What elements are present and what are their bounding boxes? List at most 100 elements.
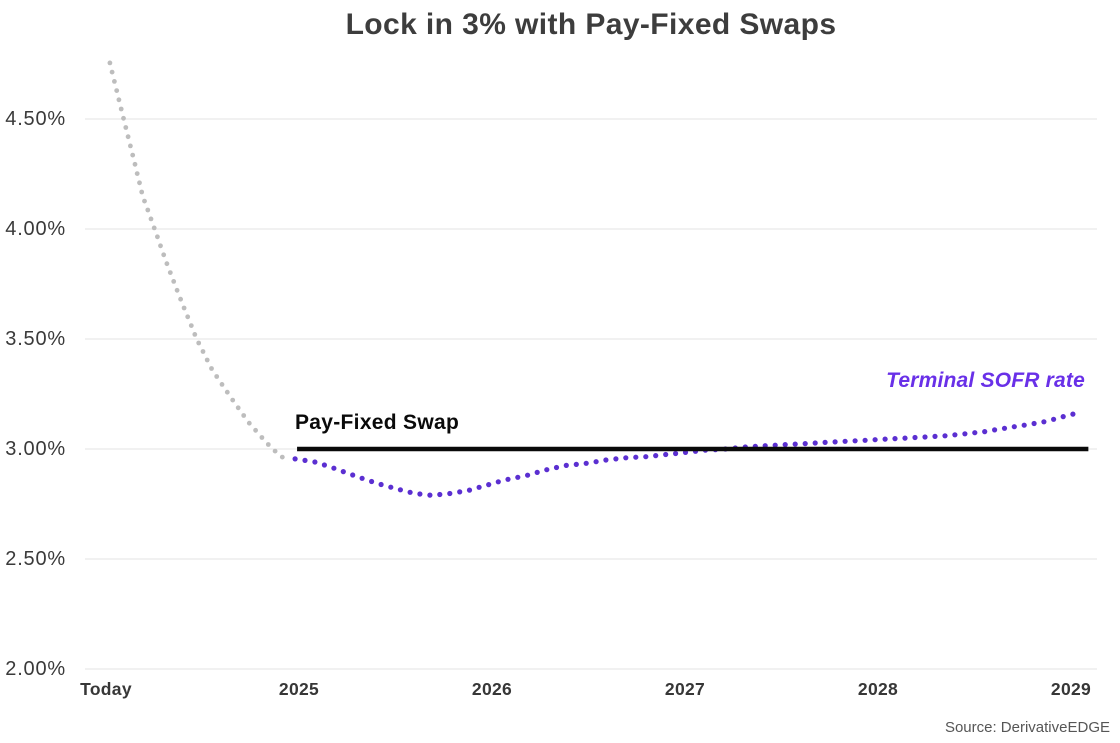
x-tick-label: Today [80, 679, 132, 699]
data-dot [573, 461, 579, 467]
y-tick-label: 4.50% [5, 108, 66, 130]
data-dot [1031, 420, 1037, 427]
data-dot [302, 457, 308, 463]
data-dot [922, 434, 928, 440]
data-dot [1051, 416, 1057, 422]
data-dot [132, 161, 138, 167]
data-dot [882, 436, 888, 442]
data-dot [466, 487, 473, 493]
data-dot [1021, 422, 1027, 428]
data-dot [148, 216, 154, 222]
data-dot [178, 296, 184, 302]
data-dot [151, 225, 157, 231]
y-tick-label: 3.00% [5, 438, 66, 460]
chart-title: Lock in 3% with Pay-Fixed Swaps [345, 8, 837, 41]
x-tick-label: 2029 [1050, 679, 1092, 699]
data-dot [214, 374, 220, 379]
data-dot [130, 152, 136, 158]
data-dot [892, 436, 898, 442]
data-dot [437, 491, 443, 498]
data-dot [427, 492, 433, 498]
data-dot [812, 440, 818, 446]
y-tick-label: 2.00% [5, 658, 66, 680]
data-dot [407, 489, 413, 495]
data-dot [792, 441, 798, 447]
data-dot [544, 467, 550, 473]
data-dot [447, 490, 453, 497]
data-dot [112, 79, 117, 84]
x-tick-label: 2027 [664, 679, 706, 699]
data-dot [613, 456, 619, 462]
data-dot [603, 457, 609, 463]
data-dot [127, 143, 133, 149]
data-dot [822, 439, 828, 445]
data-dot [593, 459, 599, 465]
data-dot [912, 434, 918, 441]
data-dot [181, 305, 187, 311]
data-dot [534, 469, 540, 475]
data-dot [992, 427, 998, 433]
data-dot [167, 270, 173, 275]
data-dot [457, 489, 463, 495]
data-dot [196, 340, 202, 346]
data-dot [116, 97, 122, 103]
data-dot [388, 484, 394, 490]
data-dot [331, 465, 337, 471]
terminal-sofr-rate-annotation: Terminal SOFR rate [886, 369, 1085, 392]
data-dot [188, 323, 194, 328]
data-dot [962, 431, 968, 437]
pay-fixed-swap-annotation: Pay-Fixed Swap [295, 411, 460, 434]
data-dot [495, 479, 501, 485]
data-dot [279, 454, 285, 460]
data-dot [224, 389, 230, 395]
data-dot [1011, 424, 1017, 430]
data-dot [192, 332, 198, 337]
data-dot [1070, 411, 1076, 417]
source-credit: Source: DerivativeEDGE [944, 719, 1110, 736]
data-dot [114, 88, 120, 93]
data-dot [932, 433, 938, 439]
data-dot [583, 460, 589, 466]
data-dot [902, 435, 908, 441]
x-tick-label: 2028 [857, 679, 899, 699]
data-dot [340, 469, 346, 475]
data-dot [134, 171, 140, 177]
data-dot [121, 115, 126, 121]
data-dot [312, 459, 318, 465]
y-tick-label: 3.50% [5, 328, 66, 350]
data-dot [350, 472, 356, 478]
data-dot [643, 454, 649, 460]
data-dot [171, 279, 177, 284]
data-dot [369, 478, 375, 485]
data-dot [802, 441, 808, 447]
data-dot [663, 451, 669, 458]
data-dot [158, 243, 163, 249]
data-dot [137, 180, 142, 186]
data-dot [230, 397, 236, 403]
data-dot [204, 357, 210, 363]
data-dot [633, 454, 639, 460]
data-dot [139, 189, 145, 195]
data-dot [563, 462, 569, 468]
data-dot [161, 252, 167, 258]
data-dot [109, 69, 115, 75]
data-dot [982, 429, 988, 435]
data-dot [142, 198, 147, 204]
data-dot [209, 366, 214, 371]
data-dot [417, 491, 423, 497]
data-dot [1060, 414, 1066, 420]
data-dot [673, 450, 679, 457]
data-dot [832, 439, 838, 445]
data-dot [107, 60, 113, 66]
data-dot [553, 464, 560, 471]
data-dot [782, 442, 788, 448]
data-dot [862, 437, 868, 443]
data-dot [525, 472, 531, 478]
data-dot [272, 448, 278, 454]
data-dot [185, 314, 191, 320]
x-tick-label: 2025 [278, 679, 320, 699]
data-dot [505, 476, 511, 482]
data-dot [200, 349, 206, 354]
